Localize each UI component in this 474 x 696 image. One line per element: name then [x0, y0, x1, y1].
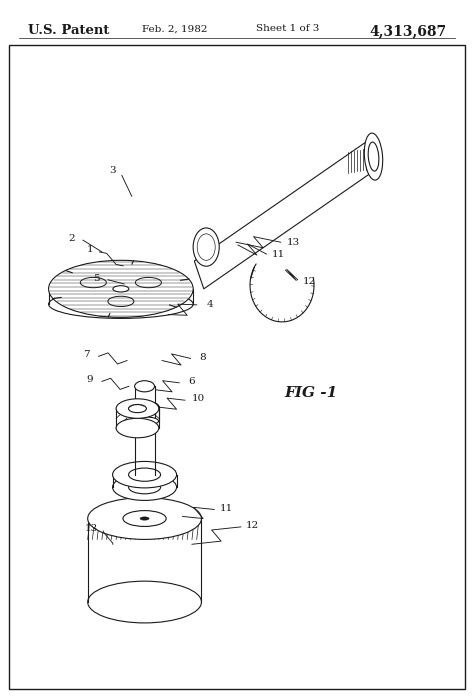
- Text: 4,313,687: 4,313,687: [370, 24, 447, 38]
- Ellipse shape: [112, 474, 176, 500]
- Text: 1: 1: [87, 245, 93, 253]
- Ellipse shape: [368, 142, 379, 171]
- Text: 13: 13: [85, 525, 98, 533]
- Ellipse shape: [123, 511, 166, 526]
- Text: 6: 6: [189, 377, 195, 386]
- Ellipse shape: [135, 381, 155, 392]
- Text: 10: 10: [191, 395, 205, 403]
- Ellipse shape: [131, 417, 158, 425]
- Text: Sheet 1 of 3: Sheet 1 of 3: [256, 24, 319, 33]
- Ellipse shape: [112, 461, 176, 488]
- Text: 3: 3: [109, 166, 116, 175]
- Text: 11: 11: [272, 251, 285, 259]
- Ellipse shape: [128, 480, 161, 494]
- Ellipse shape: [128, 468, 161, 482]
- Ellipse shape: [116, 399, 159, 418]
- Text: FIG -1: FIG -1: [284, 386, 337, 400]
- Text: 2: 2: [69, 234, 75, 242]
- Text: 5: 5: [93, 274, 100, 283]
- Text: U.S. Patent: U.S. Patent: [28, 24, 110, 38]
- Ellipse shape: [365, 133, 383, 180]
- Ellipse shape: [88, 581, 201, 623]
- Text: 4: 4: [206, 300, 213, 308]
- Ellipse shape: [197, 234, 215, 260]
- Text: 8: 8: [200, 353, 206, 361]
- Ellipse shape: [131, 402, 158, 410]
- Text: 11: 11: [220, 504, 233, 512]
- Ellipse shape: [128, 404, 146, 413]
- Polygon shape: [194, 143, 374, 289]
- Ellipse shape: [49, 260, 193, 317]
- Ellipse shape: [193, 228, 219, 266]
- Text: 7: 7: [83, 351, 90, 359]
- Text: 12: 12: [246, 521, 259, 530]
- Ellipse shape: [116, 418, 159, 438]
- Ellipse shape: [113, 285, 129, 292]
- Ellipse shape: [49, 290, 193, 319]
- Text: 13: 13: [286, 238, 300, 246]
- Text: 12: 12: [302, 277, 316, 285]
- Text: 9: 9: [87, 375, 93, 383]
- Text: Feb. 2, 1982: Feb. 2, 1982: [142, 24, 208, 33]
- Ellipse shape: [88, 498, 201, 539]
- Ellipse shape: [140, 517, 149, 520]
